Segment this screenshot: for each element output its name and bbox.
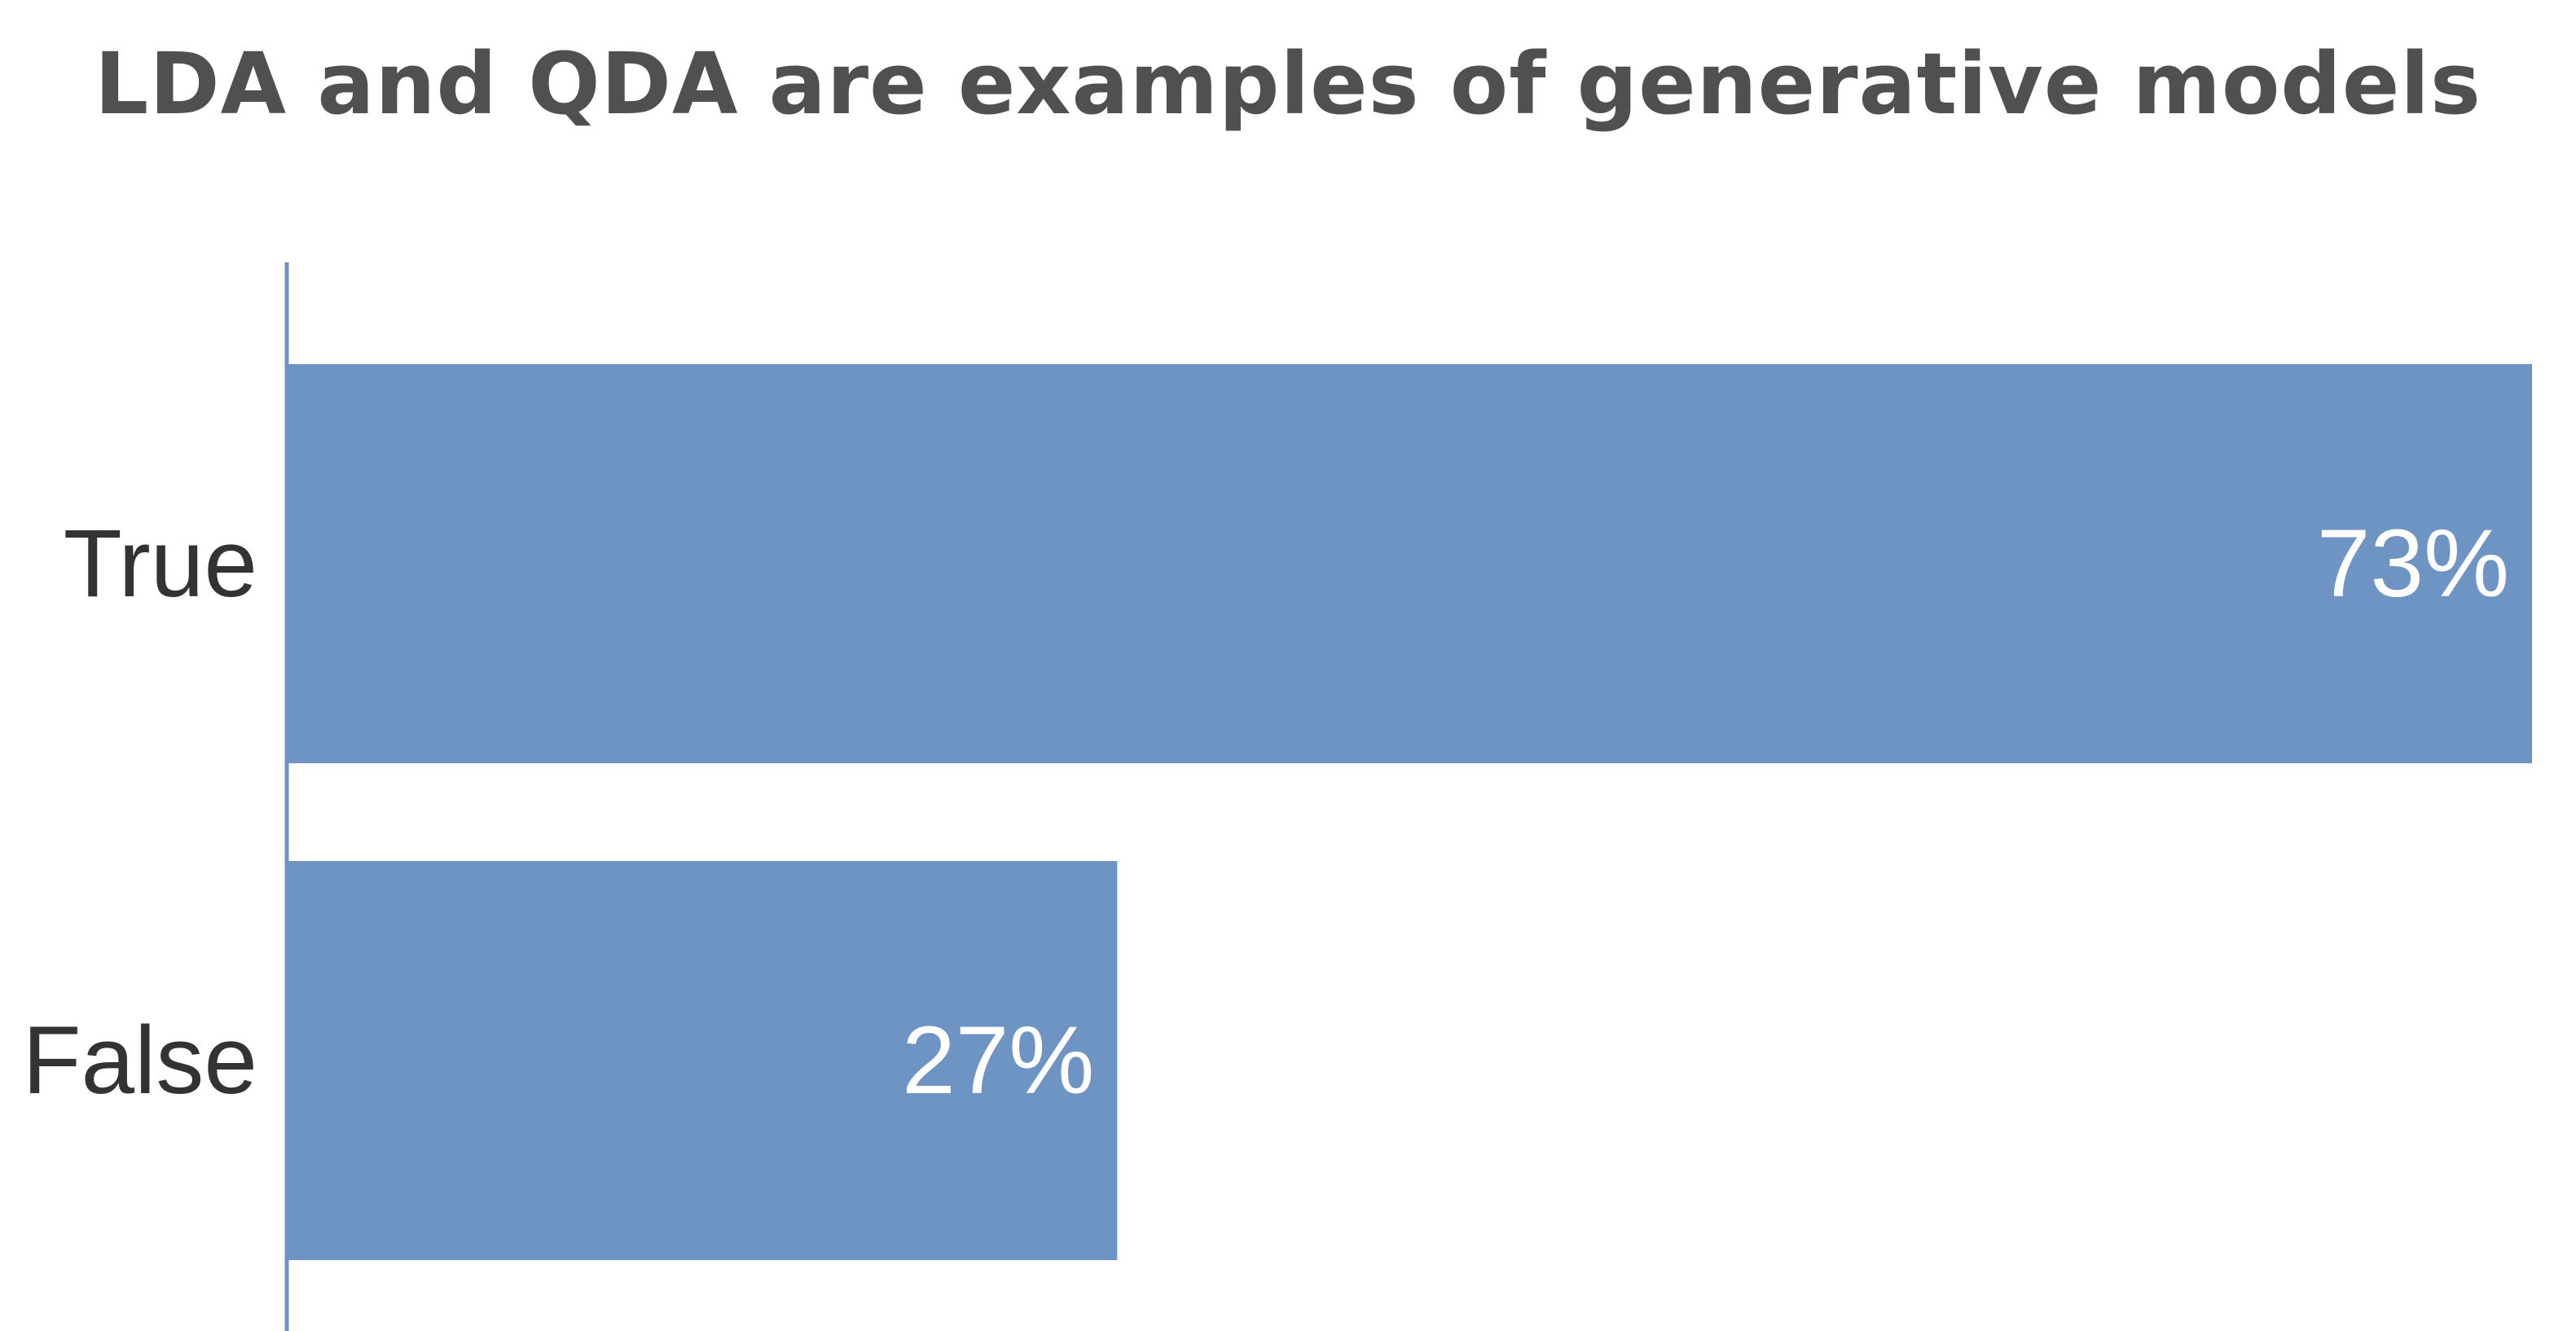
bars-layer [287, 364, 2532, 1260]
category-label-true: True [64, 510, 257, 617]
category-label-false: False [22, 1007, 257, 1114]
bar-false [287, 861, 1118, 1260]
value-label-true: 73% [2317, 510, 2509, 617]
value-label-false: 27% [902, 1007, 1094, 1114]
bar-true [287, 364, 2532, 763]
labels-layer: True 73% False 27% [22, 510, 2509, 1114]
chart-title: LDA and QDA are examples of generative m… [95, 34, 2481, 134]
